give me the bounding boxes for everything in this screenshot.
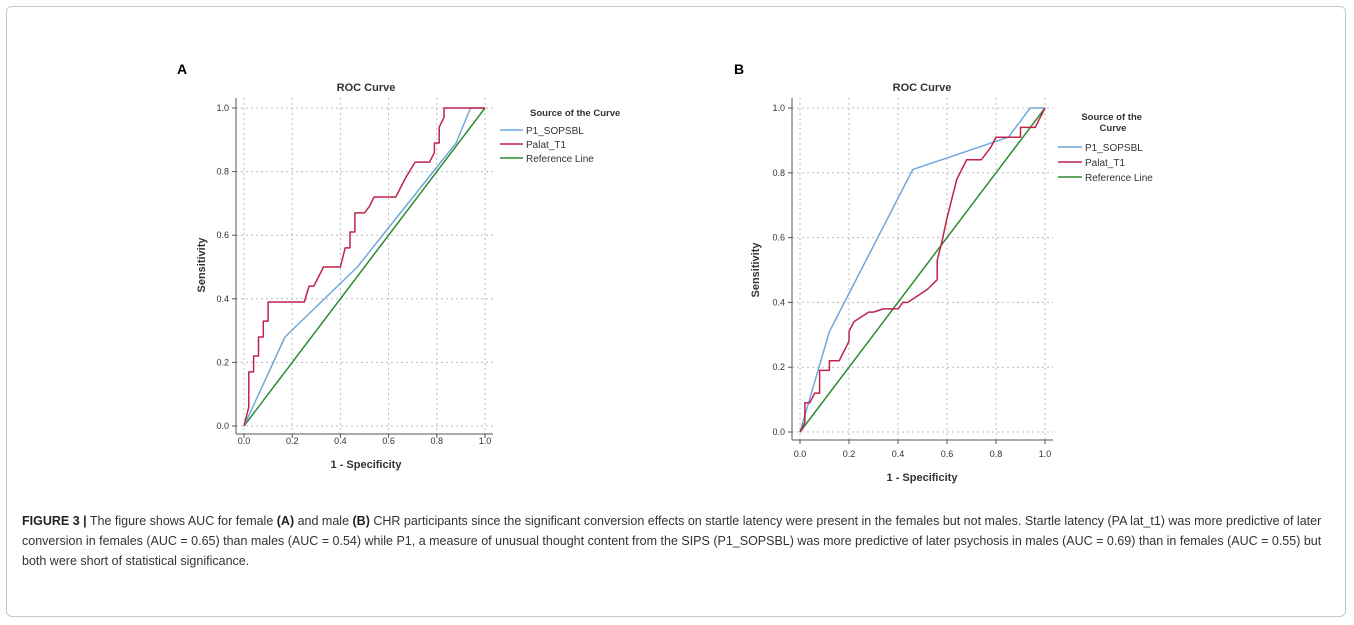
x-tick-label-a-4: 0.8 <box>431 436 444 446</box>
figure-caption: FIGURE 3 | The figure shows AUC for fema… <box>22 511 1332 571</box>
y-tick-label-b-0: 0.0 <box>772 427 785 437</box>
y-tick-label-b-2: 0.4 <box>772 297 785 307</box>
series-line-a-palat-t1 <box>243 107 485 427</box>
x-tick-label-a-0: 0.0 <box>238 436 251 446</box>
x-axis-label-b: 1 - Specificity <box>887 472 959 484</box>
x-tick-label-b-4: 0.8 <box>990 449 1003 459</box>
x-tick-label-a-3: 0.6 <box>382 436 395 446</box>
y-tick-label-a-0: 0.0 <box>216 421 229 431</box>
legend-title-a: Source of the Curve <box>530 108 620 119</box>
x-tick-label-a-2: 0.4 <box>334 436 347 446</box>
legend-title-b-line1: Source of the <box>1081 112 1142 123</box>
y-axis-label-a: Sensitivity <box>196 237 208 293</box>
panel-b: B ROC Curve 1 - Specificity Sensitivity … <box>734 61 1153 484</box>
y-tick-label-b-3: 0.6 <box>772 233 785 243</box>
legend-b: Source of the Curve P1_SOPSBL Palat_T1 R… <box>1058 112 1153 184</box>
plot-area-b: 0.0 0.2 0.4 0.6 0.8 1.0 0.0 0.2 0.4 0.6 0.8 1.0 <box>772 98 1053 459</box>
x-axis-label-a: 1 - Specificity <box>331 459 403 471</box>
caption-label: FIGURE 3 | <box>22 514 87 528</box>
y-tick-label-a-4: 0.8 <box>216 167 229 177</box>
series-line-b-p1-sopsbl <box>799 107 1045 433</box>
caption-text-3: CHR participants since the significant c… <box>22 514 1322 568</box>
x-tick-label-b-3: 0.6 <box>941 449 954 459</box>
legend-label-a-ref: Reference Line <box>526 154 594 165</box>
legend-label-a-p1: P1_SOPSBL <box>526 126 584 137</box>
x-tick-label-a-1: 0.2 <box>286 436 299 446</box>
panel-letter-b: B <box>734 61 744 77</box>
legend-label-b-p1: P1_SOPSBL <box>1085 143 1143 154</box>
x-tick-label-a-5: 1.0 <box>479 436 492 446</box>
legend-title-b-line2: Curve <box>1100 123 1127 134</box>
figure-frame <box>6 6 1346 617</box>
y-tick-label-b-1: 0.2 <box>772 362 785 372</box>
legend-label-b-ref: Reference Line <box>1085 173 1153 184</box>
legend-a: Source of the Curve P1_SOPSBL Palat_T1 R… <box>500 108 620 165</box>
plot-area-a: 0.0 0.2 0.4 0.6 0.8 1.0 0.0 0.2 0.4 0.6 0.8 1.0 <box>216 98 493 446</box>
y-axis-label-b: Sensitivity <box>750 242 762 298</box>
caption-panel-a: (A) <box>276 514 295 528</box>
y-tick-label-a-5: 1.0 <box>216 103 229 113</box>
figure-charts: A ROC Curve 1 - Specificity Sensitivity … <box>177 61 1153 484</box>
x-tick-label-b-2: 0.4 <box>892 449 905 459</box>
y-tick-label-b-4: 0.8 <box>772 168 785 178</box>
x-tick-label-b-5: 1.0 <box>1039 449 1052 459</box>
y-tick-label-a-1: 0.2 <box>216 357 229 367</box>
legend-label-a-palat: Palat_T1 <box>526 140 566 151</box>
caption-text-1: The figure shows AUC for female <box>86 514 277 528</box>
chart-title-b: ROC Curve <box>893 82 952 94</box>
x-tick-label-b-0: 0.0 <box>794 449 807 459</box>
y-tick-label-a-2: 0.4 <box>216 294 229 304</box>
caption-text-2: and male <box>294 514 353 528</box>
series-line-a-reference-line <box>243 107 486 427</box>
panel-letter-a: A <box>177 61 187 77</box>
series-line-b-palat-t1 <box>799 107 1046 433</box>
y-tick-label-b-5: 1.0 <box>772 103 785 113</box>
x-tick-label-b-1: 0.2 <box>843 449 856 459</box>
chart-title-a: ROC Curve <box>337 82 396 94</box>
y-tick-label-a-3: 0.6 <box>216 230 229 240</box>
legend-label-b-palat: Palat_T1 <box>1085 158 1125 169</box>
legend-title-b: Source of the Curve <box>1081 112 1144 134</box>
panel-a: A ROC Curve 1 - Specificity Sensitivity … <box>177 61 620 471</box>
series-line-b-reference-line <box>799 107 1046 433</box>
caption-panel-b: (B) <box>352 514 370 528</box>
